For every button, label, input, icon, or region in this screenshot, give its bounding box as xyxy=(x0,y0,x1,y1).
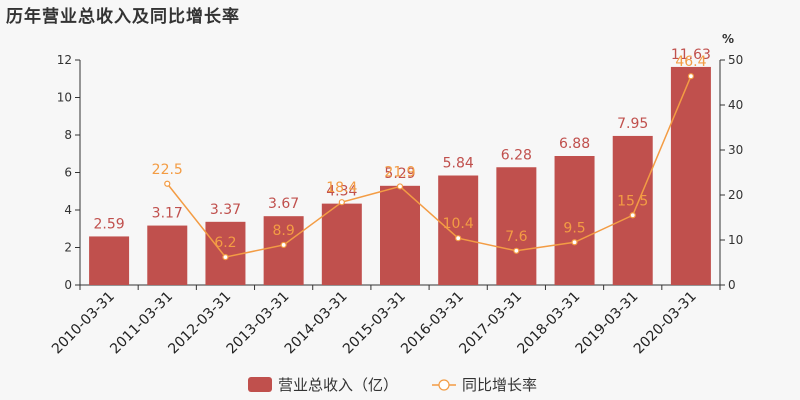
left-y-tick-label: 2 xyxy=(64,241,72,255)
revenue-bar-label: 6.88 xyxy=(559,136,590,152)
revenue-bar xyxy=(438,175,479,285)
growth-rate-label: 46.4 xyxy=(675,54,706,70)
growth-rate-label: 10.4 xyxy=(443,216,474,232)
revenue-bar xyxy=(147,225,188,285)
right-y-tick-label: 10 xyxy=(728,233,743,247)
growth-rate-point xyxy=(222,254,229,261)
revenue-bar xyxy=(263,216,304,285)
growth-rate-point xyxy=(164,180,171,187)
growth-rate-point xyxy=(571,239,578,246)
right-y-tick-label: 50 xyxy=(728,53,743,67)
revenue-bar xyxy=(89,236,130,285)
revenue-bar xyxy=(380,185,420,285)
revenue-bar xyxy=(612,135,653,285)
left-y-tick-label: 8 xyxy=(64,128,72,142)
revenue-bar-label: 6.28 xyxy=(501,147,532,163)
revenue-bar-label: 2.59 xyxy=(94,216,125,232)
legend-revenue-swatch xyxy=(248,377,272,392)
growth-rate-point xyxy=(396,183,404,190)
growth-rate-label: 6.2 xyxy=(214,235,236,251)
growth-rate-label: 15.5 xyxy=(617,193,648,209)
revenue-bar-label: 11.63 xyxy=(671,47,711,63)
left-y-tick-label: 12 xyxy=(57,53,72,67)
left-y-tick-label: 0 xyxy=(64,278,72,292)
right-y-axis-unit: % xyxy=(722,32,734,46)
bar-series xyxy=(89,66,711,285)
growth-rate-label: 7.6 xyxy=(505,229,527,245)
data-labels: 2.59 3.17 3.37 3.67 4.34 5.29 5.84 6.28 6.88 7.95… xyxy=(94,47,711,251)
legend-growth-marker xyxy=(438,379,450,391)
left-y-tick-label: 10 xyxy=(57,91,72,105)
right-y-tick-label: 20 xyxy=(728,188,743,202)
legend-revenue-label: 营业总收入（亿） xyxy=(278,376,398,394)
growth-rate-point xyxy=(629,212,636,219)
x-tick-label: 2020-03-31 xyxy=(631,289,700,358)
growth-rate-point xyxy=(338,199,345,206)
left-y-tick-label: 6 xyxy=(64,166,72,180)
line-series xyxy=(164,73,695,261)
left-y-tick-label: 4 xyxy=(64,203,72,217)
growth-rate-label: 8.9 xyxy=(273,223,295,239)
revenue-bar xyxy=(670,66,711,285)
revenue-bar-label: 3.37 xyxy=(210,202,241,218)
revenue-bar xyxy=(321,203,362,285)
right-y-tick-label: 0 xyxy=(728,278,736,292)
growth-rate-label: 9.5 xyxy=(563,220,585,236)
growth-rate-line xyxy=(166,75,692,258)
revenue-bar-label: 3.17 xyxy=(152,206,183,222)
right-y-tick-label: 30 xyxy=(728,143,743,157)
growth-rate-point xyxy=(455,235,462,242)
revenue-bar xyxy=(496,167,537,285)
growth-rate-label: 21.9 xyxy=(384,164,415,180)
growth-rate-label: 22.5 xyxy=(152,162,183,178)
chart-title: 历年营业总收入及同比增长率 xyxy=(6,7,240,27)
growth-rate-point xyxy=(513,247,520,254)
revenue-bar xyxy=(205,221,246,285)
growth-rate-point xyxy=(280,241,287,249)
revenue-bar-label: 5.84 xyxy=(443,156,474,172)
revenue-bar-label: 5.29 xyxy=(384,166,415,182)
revenue-bar-label: 7.95 xyxy=(617,116,648,132)
chart-legend: 营业总收入（亿） 同比增长率 xyxy=(248,376,537,394)
right-y-tick-label: 40 xyxy=(728,98,743,112)
growth-rate-label: 18.4 xyxy=(326,180,357,196)
revenue-bar xyxy=(554,156,595,285)
revenue-bar-label: 3.67 xyxy=(268,196,299,212)
growth-rate-point xyxy=(687,73,695,80)
legend-growth-label: 同比增长率 xyxy=(462,376,537,394)
revenue-bar-label: 4.34 xyxy=(326,184,357,200)
